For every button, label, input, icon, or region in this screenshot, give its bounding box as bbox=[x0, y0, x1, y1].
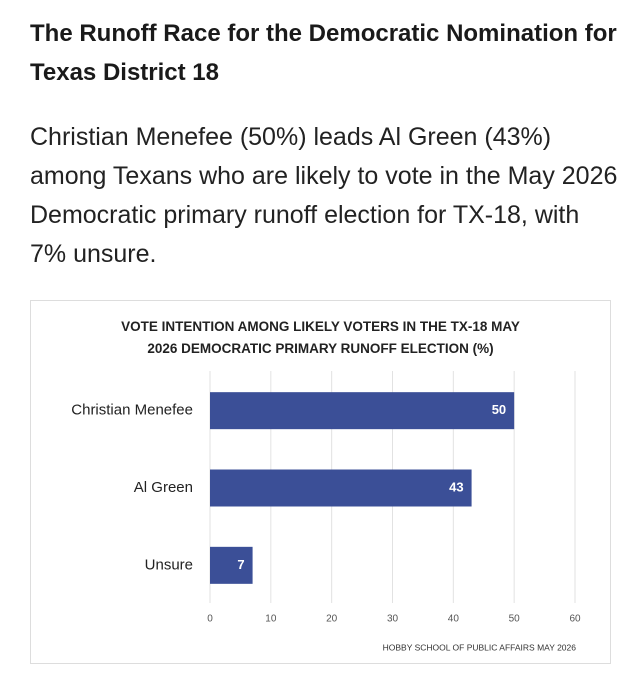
bar bbox=[210, 546, 253, 584]
x-tick-label: 20 bbox=[326, 614, 338, 625]
x-tick-label: 0 bbox=[207, 614, 213, 625]
y-tick-label: Unsure bbox=[145, 556, 193, 573]
x-tick-label: 10 bbox=[265, 614, 277, 625]
y-tick-label: Christian Menefee bbox=[71, 402, 193, 419]
source-note: HOBBY SCHOOL OF PUBLIC AFFAIRS MAY 2026 bbox=[383, 642, 577, 652]
y-tick-label: Al Green bbox=[134, 479, 193, 496]
bar bbox=[210, 469, 472, 507]
chart: VOTE INTENTION AMONG LIKELY VOTERS IN TH… bbox=[30, 300, 611, 664]
bar bbox=[210, 392, 515, 430]
x-tick-label: 60 bbox=[569, 614, 581, 625]
x-tick-label: 50 bbox=[509, 614, 521, 625]
paragraph: Christian Menefee (50%) leads Al Green (… bbox=[30, 123, 618, 268]
value-label: 43 bbox=[449, 479, 463, 494]
chart-title: VOTE INTENTION AMONG LIKELY VOTERS IN TH… bbox=[121, 319, 520, 356]
value-label: 50 bbox=[492, 402, 506, 417]
x-tick-label: 30 bbox=[387, 614, 399, 625]
chart-plot: 0 10 20 30 40 50 60 Christian Menefee 50 Al Green… bbox=[71, 371, 581, 652]
value-label: 7 bbox=[237, 557, 244, 572]
headline: The Runoff Race for the Democratic Nomin… bbox=[30, 20, 617, 86]
x-tick-label: 40 bbox=[448, 614, 460, 625]
